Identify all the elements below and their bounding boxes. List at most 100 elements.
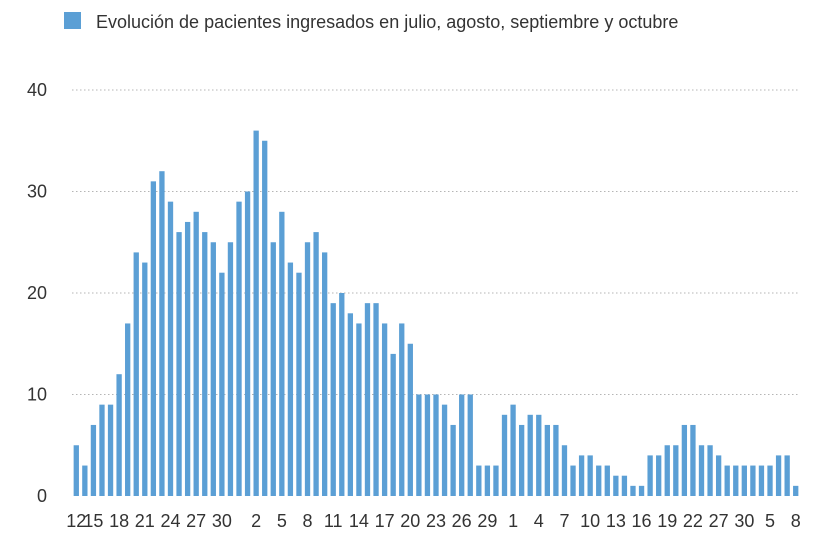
bar (399, 323, 405, 496)
bar (604, 465, 610, 496)
bar (390, 353, 396, 496)
bar (381, 323, 388, 496)
bar (82, 465, 88, 496)
bar (476, 465, 482, 496)
bar (167, 201, 174, 496)
bar (373, 303, 379, 496)
x-tick-label: 20 (400, 511, 420, 531)
x-tick-label: 21 (135, 511, 155, 531)
x-tick-label: 24 (160, 511, 180, 531)
x-tick-label: 11 (324, 511, 343, 531)
bar (244, 191, 251, 496)
bar (767, 465, 773, 496)
y-tick-label: 20 (27, 283, 47, 303)
x-tick-label: 8 (303, 511, 313, 531)
bar (527, 414, 533, 496)
x-tick-label: 22 (683, 511, 703, 531)
y-tick-label: 40 (27, 80, 47, 100)
bar (553, 424, 559, 496)
bar (587, 455, 593, 496)
bar (90, 424, 97, 496)
bar (304, 242, 311, 496)
bar (253, 130, 259, 496)
bar (758, 465, 765, 496)
bar (459, 394, 465, 496)
bars (73, 130, 799, 497)
bar (664, 445, 670, 496)
x-tick-label: 8 (791, 511, 801, 531)
x-tick-label: 7 (559, 511, 569, 531)
bar (159, 171, 165, 496)
bar (681, 424, 688, 496)
x-tick-label: 2 (251, 511, 261, 531)
bar (707, 445, 713, 496)
bar (715, 455, 722, 496)
bar (441, 404, 448, 496)
bar (176, 232, 182, 496)
bar (227, 242, 234, 496)
bar (356, 323, 362, 496)
y-tick-label: 30 (27, 182, 47, 202)
bar (330, 303, 336, 496)
bar (184, 221, 191, 496)
bar (544, 424, 550, 496)
bar (775, 455, 782, 496)
bar (638, 485, 645, 496)
bar (450, 424, 456, 496)
bar (296, 272, 302, 496)
bar (133, 252, 139, 496)
legend-label: Evolución de pacientes ingresados en jul… (96, 12, 678, 32)
x-tick-label: 12 (66, 511, 86, 531)
bar (733, 465, 739, 496)
bar (561, 445, 568, 496)
bar (784, 455, 790, 496)
bar (279, 211, 285, 497)
bar (219, 272, 225, 496)
bar (210, 242, 216, 496)
legend-swatch (64, 12, 81, 29)
bar (536, 414, 542, 496)
x-tick-label: 10 (580, 511, 600, 531)
x-tick-label: 5 (765, 511, 775, 531)
bar (150, 181, 157, 496)
y-tick-label: 0 (37, 486, 47, 506)
bar (424, 394, 431, 496)
x-tick-label: 29 (477, 511, 497, 531)
bar (673, 445, 679, 496)
bar (630, 485, 636, 496)
bar (493, 465, 499, 496)
bar (793, 485, 799, 496)
bar (322, 252, 328, 496)
bar (501, 414, 508, 496)
bar (364, 303, 371, 496)
bar (193, 211, 199, 497)
bar (99, 404, 105, 496)
bar (142, 262, 148, 496)
bar (270, 242, 276, 496)
bar (416, 394, 422, 496)
bar (116, 374, 122, 496)
bar (724, 465, 730, 496)
bar (518, 424, 525, 496)
x-tick-label: 19 (657, 511, 677, 531)
bar (202, 232, 208, 496)
bar (596, 465, 602, 496)
x-tick-label: 13 (606, 511, 626, 531)
bar (741, 465, 747, 496)
bar (484, 465, 491, 496)
x-tick-label: 23 (426, 511, 446, 531)
bar (262, 140, 268, 496)
bar (313, 232, 319, 496)
x-tick-label: 30 (212, 511, 232, 531)
bar (339, 293, 345, 496)
x-tick-label: 17 (375, 511, 395, 531)
x-tick-label: 15 (83, 511, 103, 531)
bar (467, 394, 473, 496)
y-tick-label: 10 (27, 385, 47, 405)
bar (647, 455, 653, 496)
x-tick-label: 4 (534, 511, 544, 531)
x-tick-label: 30 (734, 511, 754, 531)
x-tick-label: 5 (277, 511, 287, 531)
